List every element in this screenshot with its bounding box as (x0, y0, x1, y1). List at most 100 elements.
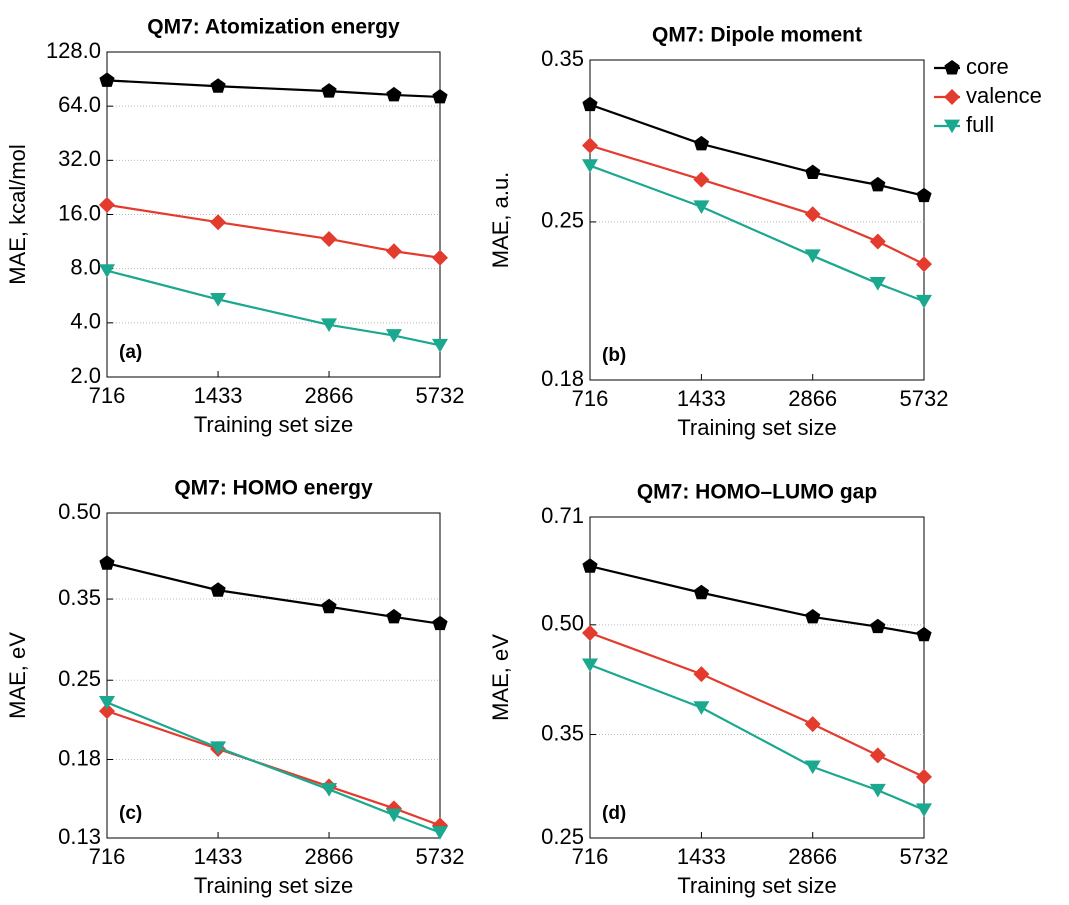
x-tick-label: 2866 (788, 386, 837, 411)
x-tick-label: 716 (89, 383, 126, 408)
x-tick-label: 5732 (416, 383, 465, 408)
y-tick-label: 16.0 (58, 200, 101, 225)
marker (321, 783, 338, 797)
marker (804, 760, 821, 775)
panel-label: (a) (119, 342, 142, 363)
marker (693, 666, 710, 683)
y-tick-label: 0.50 (58, 499, 101, 524)
marker (432, 615, 448, 631)
x-tick-label: 716 (572, 844, 609, 869)
y-tick-label: 0.18 (58, 745, 101, 770)
y-tick-label: 0.71 (541, 503, 584, 528)
y-tick-label: 4.0 (70, 309, 101, 334)
marker (432, 338, 448, 353)
panel-label: (d) (602, 803, 626, 824)
marker (805, 608, 821, 624)
marker (321, 83, 337, 98)
legend-marker (944, 119, 960, 134)
marker (385, 808, 402, 823)
y-tick-label: 0.13 (58, 824, 101, 849)
legend-label: full (966, 112, 994, 137)
legend-marker (944, 89, 960, 105)
y-tick-label: 0.50 (541, 611, 584, 636)
x-axis-label: Training set size (677, 415, 836, 440)
plot-area (106, 512, 441, 839)
marker (869, 277, 886, 291)
y-tick-label: 0.25 (541, 208, 584, 233)
y-tick-label: 64.0 (58, 92, 101, 117)
marker (916, 803, 932, 818)
marker (870, 618, 886, 634)
x-tick-label: 716 (89, 844, 126, 869)
y-tick-label: 32.0 (58, 146, 101, 171)
x-tick-label: 1433 (677, 844, 726, 869)
x-tick-label: 1433 (677, 386, 726, 411)
marker (804, 249, 821, 264)
x-axis-label: Training set size (194, 873, 353, 898)
y-tick-label: 0.25 (541, 824, 584, 849)
y-tick-label: 0.35 (58, 585, 101, 610)
marker (805, 164, 821, 180)
marker (582, 159, 598, 173)
x-tick-label: 5732 (900, 844, 949, 869)
marker (99, 264, 115, 278)
marker (99, 555, 115, 570)
marker (432, 249, 448, 266)
marker (210, 582, 226, 597)
x-tick-label: 2866 (305, 844, 354, 869)
marker (582, 96, 598, 112)
marker (916, 768, 932, 785)
y-tick-label: 8.0 (70, 254, 101, 279)
marker (432, 826, 448, 840)
marker (99, 196, 115, 213)
marker (916, 256, 932, 273)
marker (870, 176, 886, 192)
marker (210, 741, 227, 755)
marker (99, 72, 115, 87)
panel-label: (b) (602, 345, 626, 366)
marker (693, 701, 710, 715)
x-tick-label: 5732 (416, 844, 465, 869)
y-tick-label: 0.18 (541, 366, 584, 391)
chart-title: QM7: HOMO energy (174, 477, 373, 500)
marker (869, 783, 886, 798)
marker (869, 747, 886, 764)
marker (99, 703, 115, 720)
marker (582, 624, 598, 641)
marker (321, 230, 338, 247)
chart-title: QM7: Dipole moment (652, 24, 862, 47)
marker (693, 584, 710, 600)
marker (321, 598, 337, 614)
marker (99, 696, 115, 710)
marker (582, 658, 598, 673)
marker (804, 206, 821, 223)
marker (582, 137, 598, 154)
marker (385, 243, 402, 260)
marker (916, 187, 932, 203)
chart-title: QM7: HOMO–LUMO gap (637, 481, 877, 504)
marker (693, 200, 710, 214)
marker (582, 558, 598, 573)
legend-label: core (966, 54, 1009, 79)
marker (869, 233, 886, 250)
y-axis-label: MAE, kcal/mol (5, 144, 30, 285)
marker (432, 88, 448, 104)
marker (321, 318, 338, 333)
plot-area (589, 516, 925, 839)
y-axis-label: MAE, eV (5, 632, 30, 719)
marker (210, 214, 227, 231)
y-tick-label: 128.0 (46, 38, 101, 63)
marker (693, 135, 710, 151)
y-tick-label: 0.35 (541, 720, 584, 745)
y-axis-label: MAE, a.u. (488, 172, 513, 269)
y-tick-label: 0.25 (58, 666, 101, 691)
x-tick-label: 2866 (305, 383, 354, 408)
x-axis-label: Training set size (194, 412, 353, 437)
y-axis-label: MAE, eV (488, 634, 513, 721)
marker (916, 294, 932, 309)
chart-title: QM7: Atomization energy (147, 16, 400, 39)
panel-label: (c) (119, 803, 142, 824)
marker (916, 626, 932, 642)
x-tick-label: 1433 (194, 383, 243, 408)
